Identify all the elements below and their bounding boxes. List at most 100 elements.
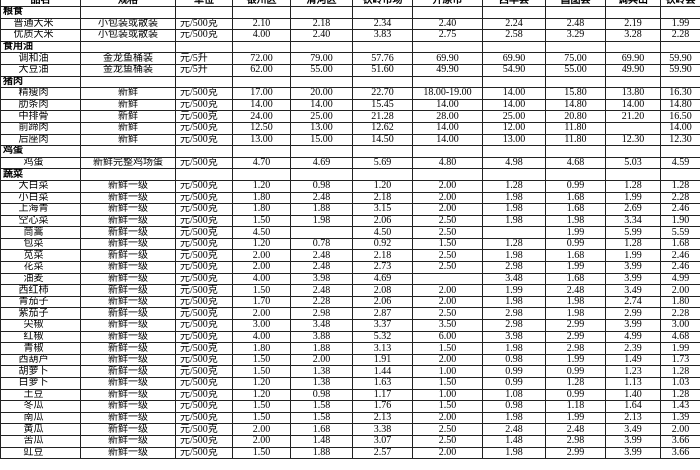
spec-cell bbox=[80, 40, 176, 54]
price-cell: 3.99 bbox=[605, 261, 661, 274]
price-cell: 5.69 bbox=[352, 156, 413, 170]
price-cell: 21.28 bbox=[352, 110, 413, 123]
price-cell bbox=[412, 145, 483, 158]
price-cell: 25.00 bbox=[482, 110, 546, 123]
price-cell: 12.62 bbox=[352, 121, 413, 135]
spec-cell: 新鲜一级 bbox=[80, 400, 176, 413]
item-name: 胡萝卜 bbox=[0, 365, 81, 378]
price-cell: 2.98 bbox=[290, 307, 353, 321]
item-row: 油麦 新鲜一级 元/500克 4.00 3.98 4.69 3.48 1.68 3.99 4.99 bbox=[0, 272, 700, 286]
price-cell bbox=[482, 168, 546, 181]
price-cell: 1.76 bbox=[352, 400, 413, 413]
price-cell: 1.90 bbox=[660, 214, 700, 228]
price-cell: 2.73 bbox=[352, 261, 413, 274]
unit-cell bbox=[175, 6, 233, 19]
price-cell: 1.99 bbox=[545, 261, 606, 274]
price-cell: 2.00 bbox=[660, 423, 700, 436]
item-name: 后座肉 bbox=[0, 133, 81, 147]
price-cell: 3.99 bbox=[605, 319, 661, 332]
unit-cell bbox=[175, 75, 233, 89]
price-cell bbox=[352, 168, 413, 181]
price-cell bbox=[352, 145, 413, 158]
price-cell: 2.00 bbox=[232, 434, 291, 448]
price-cell: 1.28 bbox=[482, 179, 546, 193]
price-cell: 2.28 bbox=[660, 29, 700, 42]
item-name: 土豆 bbox=[0, 388, 81, 402]
price-cell: 2.34 bbox=[352, 17, 413, 31]
spec-cell bbox=[80, 75, 176, 89]
spec-cell: 新鲜 bbox=[80, 133, 176, 147]
price-cell: 1.98 bbox=[482, 249, 546, 263]
item-row: 苦瓜 新鲜一级 元/500克 2.00 1.48 3.07 2.50 1.48 2.98 3.99… bbox=[0, 434, 700, 448]
spec-cell: 新鲜一级 bbox=[80, 411, 176, 425]
unit-cell: 元/500克 bbox=[175, 377, 233, 390]
price-cell: 2.18 bbox=[352, 191, 413, 205]
price-cell: 69.90 bbox=[605, 52, 661, 65]
price-cell: 4.70 bbox=[232, 156, 291, 170]
item-row: 后座肉 新鲜 元/500克 13.00 15.00 14.50 14.00 13.00 11.8… bbox=[0, 133, 700, 147]
price-cell: 2.98 bbox=[545, 342, 606, 355]
item-name: 上海青 bbox=[0, 203, 81, 216]
item-row: 空心菜 新鲜一级 元/500克 1.50 1.98 2.06 2.50 1.98 1.98 3.3… bbox=[0, 214, 700, 228]
price-cell: 24.00 bbox=[232, 110, 291, 123]
price-cell: 2.18 bbox=[352, 249, 413, 263]
spec-cell: 新鲜一级 bbox=[80, 446, 176, 460]
item-row: 南瓜 新鲜一级 元/500克 1.50 1.58 2.13 2.00 1.98 1.99 2.13… bbox=[0, 411, 700, 425]
price-cell bbox=[412, 6, 483, 19]
section-label: 食用油 bbox=[0, 40, 81, 54]
item-name: 茼蒿 bbox=[0, 226, 81, 239]
item-row: 白萝卜 新鲜一级 元/500克 1.20 1.38 1.63 1.50 0.99 1.28 1.1… bbox=[0, 377, 700, 390]
price-cell: 0.99 bbox=[482, 377, 546, 390]
price-cell bbox=[605, 145, 661, 158]
price-cell: 14.00 bbox=[290, 98, 353, 112]
price-cell bbox=[482, 40, 546, 54]
price-cell bbox=[352, 6, 413, 19]
price-cell: 69.90 bbox=[412, 52, 483, 65]
price-cell: 2.57 bbox=[352, 446, 413, 460]
price-cell: 1.99 bbox=[660, 342, 700, 355]
section-label: 蔬菜 bbox=[0, 168, 81, 181]
price-cell: 2.87 bbox=[352, 307, 413, 321]
section-row: 粮食 bbox=[0, 6, 700, 19]
price-cell: 2.00 bbox=[412, 203, 483, 216]
unit-cell: 元/5升 bbox=[175, 52, 233, 65]
unit-cell: 元/500克 bbox=[175, 423, 233, 436]
spec-cell bbox=[80, 145, 176, 158]
price-cell bbox=[232, 75, 291, 89]
price-cell: 0.99 bbox=[545, 388, 606, 402]
price-cell: 1.08 bbox=[482, 388, 546, 402]
price-cell bbox=[660, 145, 700, 158]
price-cell: 3.07 bbox=[352, 434, 413, 448]
price-cell: 15.45 bbox=[352, 98, 413, 112]
price-cell: 2.28 bbox=[290, 295, 353, 309]
unit-cell: 元/500克 bbox=[175, 179, 233, 193]
price-cell: 1.43 bbox=[660, 400, 700, 413]
unit-cell: 元/500克 bbox=[175, 353, 233, 367]
unit-cell: 元/500克 bbox=[175, 214, 233, 228]
price-cell: 1.20 bbox=[232, 377, 291, 390]
price-cell bbox=[545, 40, 606, 54]
price-cell: 0.78 bbox=[290, 237, 353, 251]
price-cell: 3.38 bbox=[352, 423, 413, 436]
unit-cell: 元/500克 bbox=[175, 237, 233, 251]
unit-cell: 元/500克 bbox=[175, 307, 233, 321]
spec-cell: 新鲜一级 bbox=[80, 226, 176, 239]
price-cell: 14.00 bbox=[412, 98, 483, 112]
item-row: 小白菜 新鲜一级 元/500克 1.80 2.48 2.18 2.00 1.98 1.68 1.9… bbox=[0, 191, 700, 205]
price-cell bbox=[482, 6, 546, 19]
price-cell bbox=[660, 75, 700, 89]
price-cell: 1.80 bbox=[660, 295, 700, 309]
price-cell: 2.00 bbox=[660, 284, 700, 297]
price-cell: 2.58 bbox=[482, 29, 546, 42]
price-cell: 3.66 bbox=[660, 434, 700, 448]
price-cell: 4.99 bbox=[605, 330, 661, 344]
price-cell: 1.99 bbox=[605, 249, 661, 263]
price-cell: 1.73 bbox=[660, 353, 700, 367]
price-cell: 2.28 bbox=[660, 307, 700, 321]
price-cell: 2.46 bbox=[660, 203, 700, 216]
spec-cell: 新鲜一级 bbox=[80, 203, 176, 216]
price-cell: 2.75 bbox=[412, 29, 483, 42]
unit-cell: 元/500克 bbox=[175, 156, 233, 170]
unit-cell: 元/500克 bbox=[175, 400, 233, 413]
price-cell bbox=[605, 75, 661, 89]
